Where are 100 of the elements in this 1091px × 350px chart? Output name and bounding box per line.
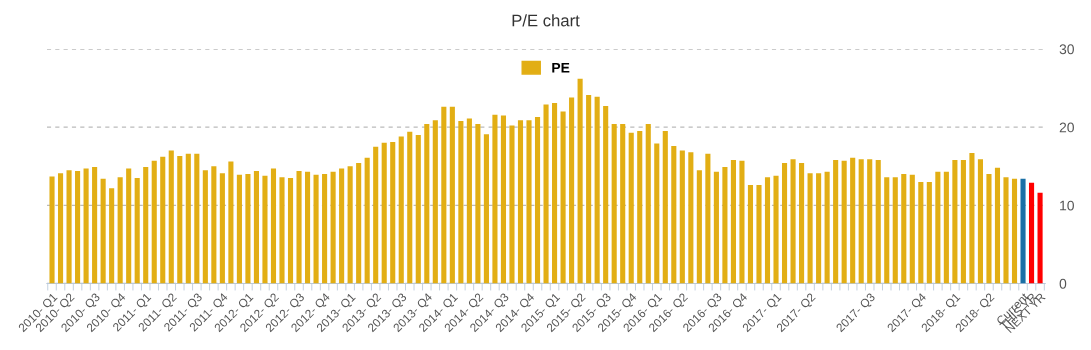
bar	[117, 177, 123, 284]
bar	[756, 185, 762, 284]
bar	[960, 160, 966, 284]
bar	[475, 124, 481, 284]
bar	[287, 177, 294, 284]
bar	[833, 160, 839, 284]
bar	[100, 178, 106, 284]
bar	[1028, 182, 1035, 284]
bar	[628, 132, 634, 284]
bar	[696, 170, 702, 284]
bar	[671, 145, 677, 284]
bar	[969, 152, 975, 284]
bar	[611, 124, 617, 284]
bar	[219, 173, 225, 284]
bar	[1037, 192, 1043, 284]
bar	[407, 131, 413, 284]
bar	[918, 181, 924, 284]
bar	[935, 171, 941, 284]
bar	[977, 159, 983, 284]
bar	[1011, 178, 1018, 284]
bar	[560, 111, 566, 284]
bar	[764, 177, 771, 284]
bar	[620, 124, 626, 284]
bar	[901, 174, 907, 284]
bar	[943, 171, 949, 284]
bar	[875, 160, 881, 284]
bar	[126, 168, 132, 284]
bar	[730, 160, 736, 284]
bar	[398, 136, 404, 284]
bar	[1020, 178, 1026, 284]
bar	[603, 106, 609, 284]
bar	[143, 167, 149, 284]
bar	[339, 168, 345, 284]
bar	[262, 175, 268, 284]
bar	[415, 134, 421, 284]
bar	[884, 177, 890, 284]
bar	[134, 177, 140, 284]
bar	[781, 163, 788, 284]
bar	[279, 177, 285, 284]
y-tick-label: 20	[1059, 122, 1074, 133]
bar	[909, 174, 915, 284]
bar	[773, 175, 779, 284]
bar	[662, 131, 668, 284]
bar	[236, 174, 242, 284]
bar	[517, 120, 524, 284]
bar	[381, 142, 387, 284]
bar	[824, 171, 830, 284]
bar	[424, 124, 430, 284]
bar	[449, 106, 455, 284]
bar	[799, 163, 805, 284]
bar	[850, 157, 856, 284]
bar	[492, 114, 498, 284]
bar	[858, 159, 864, 284]
bar	[75, 170, 81, 284]
bar	[713, 171, 719, 284]
bar	[458, 120, 464, 284]
bar	[705, 153, 711, 284]
bar	[586, 95, 592, 284]
bar	[688, 152, 694, 284]
bar	[194, 153, 200, 284]
bar	[952, 160, 958, 284]
bar	[57, 173, 64, 284]
bar	[160, 156, 166, 284]
bar	[867, 159, 873, 284]
chart-title: P/E chart	[512, 14, 580, 27]
bar	[654, 143, 660, 284]
bar	[92, 167, 98, 284]
bar	[211, 166, 217, 284]
bar	[543, 104, 549, 284]
bar	[305, 171, 311, 284]
bar	[202, 170, 208, 284]
bar	[790, 159, 796, 284]
bar	[645, 124, 651, 284]
bar	[66, 170, 72, 284]
bar	[577, 78, 583, 284]
bar	[722, 167, 728, 284]
bar	[109, 188, 115, 284]
bar	[892, 177, 898, 284]
bar	[432, 120, 438, 284]
bar	[228, 161, 234, 284]
bar	[49, 176, 55, 284]
bar	[747, 185, 754, 284]
bar	[1003, 177, 1009, 284]
bar	[441, 106, 447, 284]
bar	[185, 153, 191, 284]
bar	[356, 163, 362, 284]
bar	[245, 174, 251, 284]
bar	[679, 150, 685, 284]
bar	[322, 174, 328, 284]
bar	[594, 96, 600, 284]
bar	[816, 173, 822, 284]
bar	[168, 150, 174, 284]
bar	[253, 170, 259, 284]
bar	[994, 167, 1001, 284]
bar	[270, 168, 277, 284]
bar	[296, 170, 302, 284]
bar	[986, 174, 992, 284]
bar	[807, 173, 813, 284]
bar	[151, 160, 157, 284]
bar	[83, 168, 89, 284]
